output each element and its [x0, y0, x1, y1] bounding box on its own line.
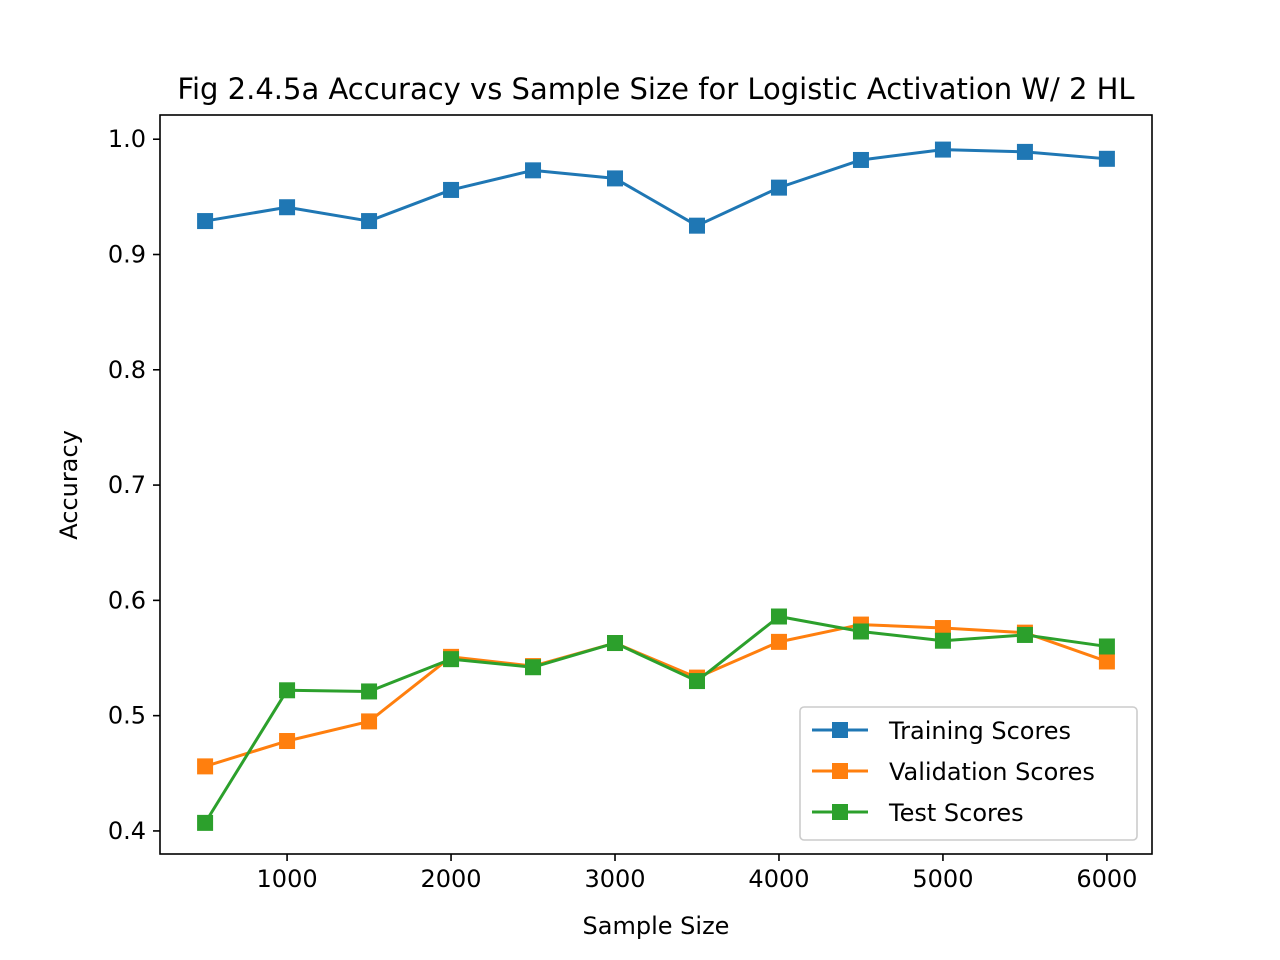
y-tick-label: 0.7 — [108, 471, 146, 499]
data-point-marker — [1098, 638, 1115, 655]
data-point-marker — [934, 632, 951, 649]
data-point-marker — [197, 213, 214, 230]
data-point-marker — [361, 213, 378, 230]
legend-marker — [832, 804, 848, 820]
plot-area — [159, 114, 1153, 855]
y-tick-label: 0.8 — [108, 356, 146, 384]
legend-entry: Validation Scores — [812, 758, 1095, 786]
data-point-marker — [1016, 143, 1033, 160]
data-point-marker — [443, 181, 460, 198]
data-point-marker — [525, 162, 542, 179]
legend-items: Training Scores Validation Scores Test Sco… — [812, 717, 1095, 827]
data-point-marker — [279, 199, 296, 216]
legend-entry: Training Scores — [812, 717, 1071, 745]
y-tick-label: 0.4 — [108, 817, 146, 845]
data-point-marker — [361, 683, 378, 700]
y-axis: 0.4 0.5 0.6 0.7 0.8 0.9 1.0 — [108, 125, 160, 845]
y-tick-label: 1.0 — [108, 125, 146, 153]
legend-marker — [832, 722, 848, 738]
data-point-marker — [279, 733, 296, 750]
x-tick-label: 4000 — [748, 865, 809, 893]
legend-entry: Test Scores — [812, 799, 1024, 827]
legend-box — [799, 706, 1138, 841]
legend-label: Test Scores — [888, 799, 1024, 827]
x-axis-title: Sample Size — [583, 912, 730, 940]
series-layer — [197, 141, 1115, 831]
data-point-marker — [361, 713, 378, 730]
series-training-scores — [197, 141, 1115, 234]
legend-marker — [832, 763, 848, 779]
data-point-marker — [852, 151, 869, 168]
x-tick-label: 3000 — [584, 865, 645, 893]
data-point-marker — [1098, 150, 1115, 167]
legend: Training Scores Validation Scores Test Sco… — [799, 706, 1138, 841]
data-point-marker — [934, 620, 951, 637]
y-tick-label: 0.6 — [108, 586, 146, 614]
data-point-marker — [197, 758, 214, 775]
y-tick-label: 0.9 — [108, 240, 146, 268]
data-point-marker — [607, 170, 624, 187]
data-point-marker — [934, 141, 951, 158]
data-point-marker — [443, 651, 460, 668]
legend-label: Training Scores — [888, 717, 1071, 745]
data-point-marker — [852, 623, 869, 640]
chart-title: Fig 2.4.5a Accuracy vs Sample Size for L… — [177, 72, 1134, 106]
x-tick-label: 5000 — [912, 865, 973, 893]
x-tick-label: 2000 — [421, 865, 482, 893]
legend-label: Validation Scores — [889, 758, 1095, 786]
x-tick-label: 1000 — [257, 865, 318, 893]
data-point-marker — [525, 659, 542, 676]
data-point-marker — [1016, 626, 1033, 643]
data-point-marker — [770, 179, 787, 196]
data-point-marker — [279, 682, 296, 699]
data-point-marker — [1098, 653, 1115, 670]
data-point-marker — [197, 814, 214, 831]
data-point-marker — [607, 635, 624, 652]
series-line — [203, 615, 1109, 825]
data-point-marker — [688, 217, 705, 234]
data-point-marker — [770, 608, 787, 625]
x-axis: 1000 2000 3000 4000 5000 6000 — [257, 854, 1137, 893]
series-line — [203, 148, 1109, 228]
series-line — [203, 623, 1109, 769]
data-point-marker — [770, 633, 787, 650]
series-test-scores — [197, 608, 1115, 831]
y-tick-label: 0.5 — [108, 702, 146, 730]
y-axis-title: Accuracy — [55, 430, 83, 540]
data-point-marker — [688, 673, 705, 690]
x-tick-label: 6000 — [1076, 865, 1137, 893]
